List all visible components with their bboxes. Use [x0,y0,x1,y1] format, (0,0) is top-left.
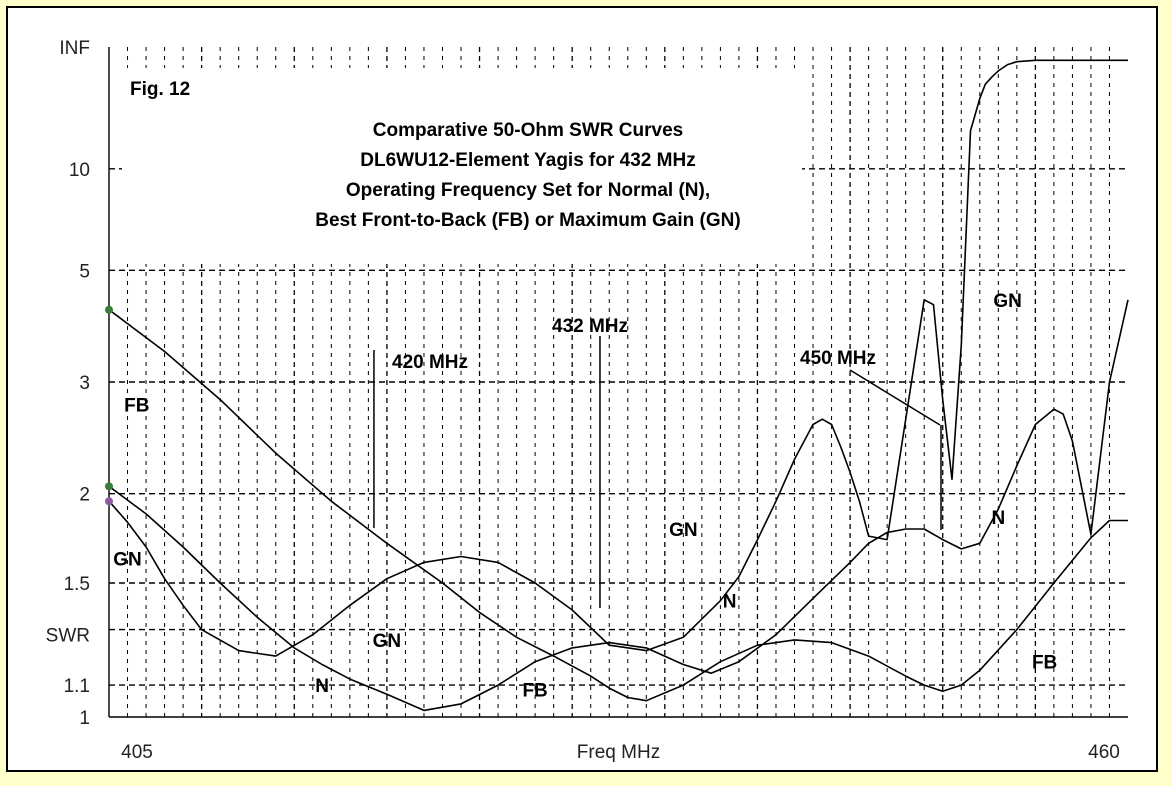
curve-label: N [991,508,1005,529]
freq-marker-label: 450 MHz [800,348,876,369]
y-tick-label: 1.1 [64,676,90,697]
series-line-fb [108,309,1128,702]
curve-label: GN [373,631,402,652]
chart-subtitle-line: DL6WU12-Element Yagis for 432 MHz [360,150,695,171]
x-tick-label: 460 [1088,742,1120,763]
curve-label: GN [993,291,1022,312]
y-tick-label: 2 [79,485,90,506]
series-line-n [108,299,1129,712]
curve-label: GN [669,520,698,541]
curve-label: N [723,592,737,613]
x-axis-label: Freq MHz [577,742,660,763]
y-axis-label: SWR [46,626,90,647]
curve-label: FB [1032,653,1057,674]
y-tick-label: 1.5 [64,574,90,595]
series-start-point [105,482,113,491]
y-tick-label: 10 [69,160,90,181]
chart-title: Fig. 12 [130,79,190,100]
curve-label: FB [124,395,149,416]
curve-label: FB [522,681,547,702]
chart-subtitle-line: Comparative 50-Ohm SWR Curves [373,120,683,141]
y-tick-label: 5 [79,261,90,282]
curve-label: GN [113,549,142,570]
title-box [122,68,802,264]
y-tick-label: INF [59,38,90,59]
series-start-point [105,305,113,314]
y-tick-label: 3 [79,373,90,394]
y-tick-label: 1 [79,708,90,729]
curve-label: N [315,676,329,697]
chart-subtitle-line: Best Front-to-Back (FB) or Maximum Gain … [315,210,740,231]
chart-subtitle-line: Operating Frequency Set for Normal (N), [346,180,710,201]
series-start-point [105,497,113,506]
freq-marker-label: 420 MHz [392,352,468,373]
freq-marker-line [849,369,941,426]
series-line-gn [108,59,1128,657]
freq-marker-label: 432 MHz [552,316,628,337]
x-tick-label: 405 [121,742,153,763]
